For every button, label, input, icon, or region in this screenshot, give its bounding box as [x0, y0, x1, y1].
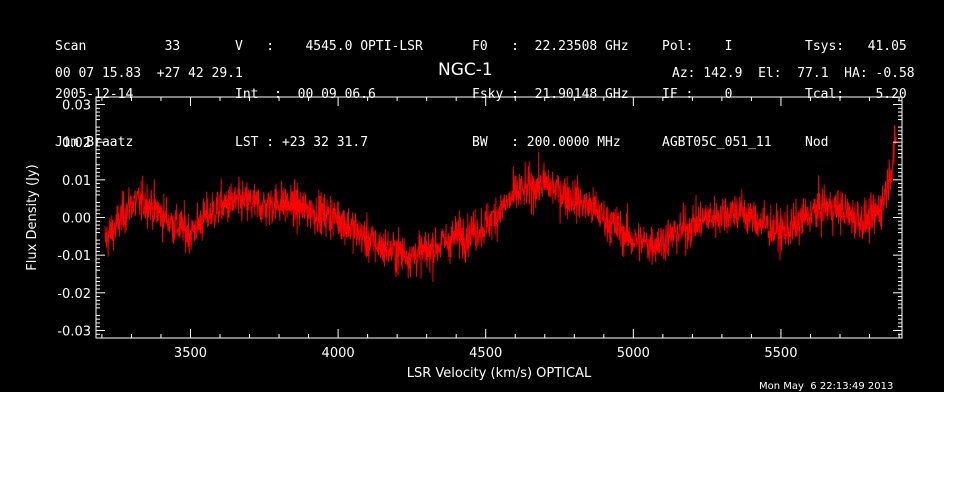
- f0-label: F0 : 22.23508 GHz: [472, 39, 629, 54]
- procedure-label: Nod: [805, 135, 829, 150]
- date-label: 2005-12-14: [55, 87, 134, 102]
- header-col1: Scan 33 2005-12-14 Jim Braatz: [55, 7, 180, 183]
- header-col2: V : 4545.0 OPTI-LSR Int : 00 09 06.6 LST…: [235, 7, 423, 183]
- lst-label: LST : +23 32 31.7: [235, 135, 369, 150]
- pol-label: Pol: I: [662, 39, 733, 54]
- plot-window: Scan 33 2005-12-14 Jim Braatz V : 4545.0…: [0, 0, 944, 392]
- y-axis: -0.03 -0.02 -0.01 0.00 0.01 0.02 0.03: [57, 99, 902, 339]
- timestamp: Mon May 6 22:13:49 2013: [759, 381, 894, 392]
- spectrum-chart: 3500 4000 4500 5000 5500 -0.03 -0.02 -0.01 0.00…: [25, 96, 903, 381]
- velocity-label: V : 4545.0 OPTI-LSR: [235, 39, 423, 54]
- y-axis-label: Flux Density (Jy): [25, 164, 40, 270]
- integration-label: Int : 00 09 06.6: [235, 87, 376, 102]
- x-tick-label: 5500: [764, 346, 797, 361]
- project-label: AGBT05C_051_11: [662, 135, 772, 150]
- header-col4: Pol: I IF : 0 AGBT05C_051_11: [662, 7, 772, 183]
- x-axis: 3500 4000 4500 5000 5500: [101, 97, 900, 361]
- spectrum-trace: [104, 124, 897, 283]
- y-tick-label: -0.01: [57, 249, 91, 264]
- y-tick-label: 0.00: [62, 212, 91, 227]
- header-col5: Tsys: 41.05 Tcal: 5.20 Nod: [805, 7, 907, 183]
- x-tick-label: 3500: [174, 346, 207, 361]
- bw-label: BW : 200.0000 MHz: [472, 135, 621, 150]
- fsky-label: Fsky : 21.90148 GHz: [472, 87, 629, 102]
- x-tick-label: 4500: [469, 346, 502, 361]
- if-label: IF : 0: [662, 87, 733, 102]
- y-tick-label: -0.03: [57, 324, 91, 339]
- y-tick-label: 0.02: [62, 136, 91, 151]
- az-el-ha-label: Az: 142.9 El: 77.1 HA: -0.58: [672, 66, 915, 81]
- source-title: NGC-1: [438, 60, 493, 80]
- tsys-label: Tsys: 41.05: [805, 39, 907, 54]
- header-col3: F0 : 22.23508 GHz Fsky : 21.90148 GHz BW…: [472, 7, 629, 183]
- x-axis-label: LSR Velocity (km/s) OPTICAL: [407, 366, 592, 381]
- scan-label: Scan 33: [55, 39, 181, 54]
- y-tick-label: -0.02: [57, 287, 91, 302]
- y-tick-label: 0.03: [62, 99, 91, 114]
- y-tick-label: 0.01: [62, 174, 91, 189]
- trace-layer: [104, 124, 897, 283]
- x-tick-label: 5000: [617, 346, 650, 361]
- coordinates-label: 00 07 15.83 +27 42 29.1: [55, 66, 243, 81]
- x-tick-label: 4000: [322, 346, 355, 361]
